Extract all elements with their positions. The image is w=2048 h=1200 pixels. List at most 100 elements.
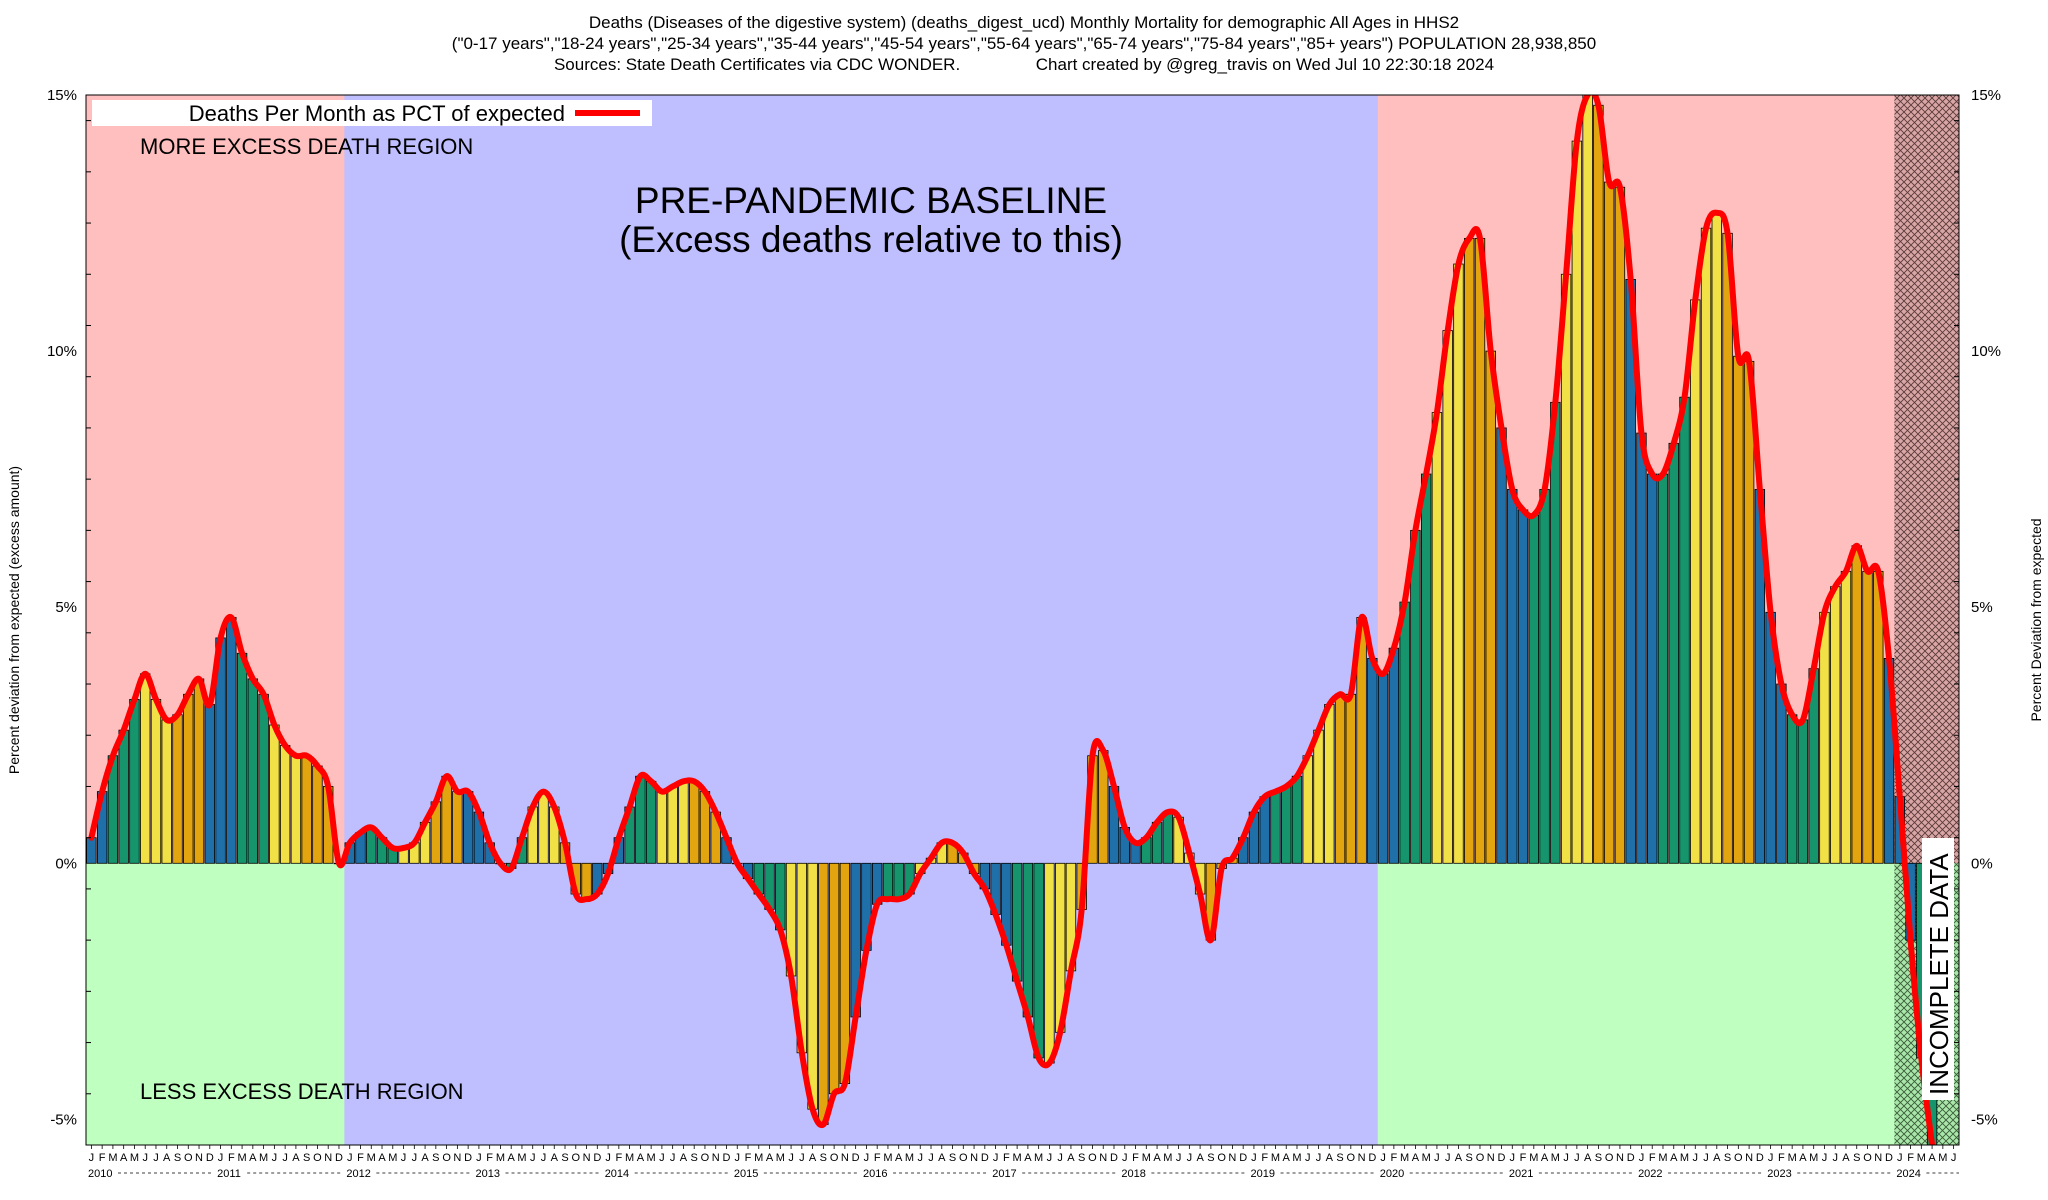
y-tick-label-right: -5%: [1971, 1111, 1998, 1128]
x-month-label: A: [895, 1152, 903, 1164]
x-month-label: M: [625, 1152, 634, 1164]
x-month-label: M: [1422, 1152, 1431, 1164]
x-month-label: F: [1778, 1152, 1785, 1164]
x-month-label: J: [1251, 1152, 1257, 1164]
x-month-label: F: [1261, 1152, 1268, 1164]
x-year-label: 2013: [476, 1168, 500, 1180]
x-month-label: M: [1680, 1152, 1689, 1164]
x-month-label: J: [1703, 1152, 1709, 1164]
x-month-label: N: [1616, 1152, 1624, 1164]
x-month-label: M: [1163, 1152, 1172, 1164]
chart-header: Deaths (Diseases of the digestive system…: [0, 12, 2048, 75]
x-year-label: 2018: [1121, 1168, 1145, 1180]
x-month-label: N: [712, 1152, 720, 1164]
x-month-label: M: [108, 1152, 117, 1164]
x-month-label: S: [1078, 1152, 1085, 1164]
x-month-label: A: [1196, 1152, 1204, 1164]
bar-2022-2: [1647, 473, 1658, 864]
bar-2023-7: [1830, 586, 1841, 864]
x-month-label: A: [508, 1152, 516, 1164]
x-month-label: S: [691, 1152, 698, 1164]
bar-2021-4: [1539, 488, 1550, 864]
x-month-label: D: [723, 1152, 731, 1164]
x-month-label: N: [195, 1152, 203, 1164]
x-month-label: F: [1003, 1152, 1010, 1164]
x-month-label: F: [486, 1152, 493, 1164]
bar-2022-8: [1711, 212, 1722, 864]
bar-2011-6: [269, 724, 280, 864]
x-month-label: F: [615, 1152, 622, 1164]
x-year-label: 2011: [217, 1168, 241, 1180]
bar-2020-9: [1464, 238, 1475, 864]
x-year-label: 2021: [1509, 1168, 1533, 1180]
x-month-label: J: [218, 1152, 224, 1164]
x-month-label: F: [1520, 1152, 1527, 1164]
bar-2019-6: [1302, 755, 1313, 864]
x-month-label: J: [272, 1152, 278, 1164]
x-month-label: D: [1498, 1152, 1506, 1164]
x-month-label: M: [1034, 1152, 1043, 1164]
x-month-label: N: [453, 1152, 461, 1164]
bar-2021-6: [1560, 273, 1572, 864]
bar-2019-2: [1259, 796, 1270, 864]
x-month-label: J: [1822, 1152, 1828, 1164]
bar-2023-3: [1786, 714, 1798, 864]
bar-2010-10: [183, 693, 194, 864]
bar-2023-8: [1840, 570, 1852, 864]
bar-2011-2: [226, 617, 237, 864]
x-month-label: F: [1132, 1152, 1139, 1164]
x-month-label: J: [917, 1152, 923, 1164]
x-month-label: N: [970, 1152, 978, 1164]
bar-2020-5: [1420, 473, 1432, 864]
x-month-label: J: [153, 1152, 159, 1164]
x-month-label: M: [1788, 1152, 1797, 1164]
x-month-label: O: [571, 1152, 580, 1164]
x-year-label: 2016: [863, 1168, 887, 1180]
x-month-label: A: [292, 1152, 300, 1164]
bar-2021-2: [1517, 509, 1529, 864]
bar-2015-8: [807, 862, 818, 1110]
y-axis-label-left: Percent deviation from expected (excess …: [6, 466, 22, 774]
bar-2011-10: [312, 765, 323, 864]
x-month-label: A: [163, 1152, 171, 1164]
bar-2021-3: [1528, 514, 1539, 864]
x-year-label: 2024: [1896, 1168, 1920, 1180]
x-month-label: F: [1391, 1152, 1398, 1164]
x-month-label: S: [1853, 1152, 1860, 1164]
x-month-label: A: [1024, 1152, 1032, 1164]
bar-2017-5: [1033, 862, 1044, 1059]
bar-2011-8: [290, 755, 302, 864]
bar-2014-9: [689, 780, 700, 864]
x-month-label: O: [442, 1152, 451, 1164]
bar-2011-5: [258, 693, 269, 864]
x-month-label: O: [701, 1152, 710, 1164]
bar-2023-2: [1776, 683, 1787, 864]
x-month-label: J: [1434, 1152, 1440, 1164]
x-month-label: A: [1713, 1152, 1721, 1164]
y-tick-label-left: 0%: [55, 855, 77, 872]
y-tick-label-left: 10%: [47, 343, 77, 360]
chart-title: Deaths (Diseases of the digestive system…: [588, 13, 1460, 32]
x-month-label: O: [313, 1152, 322, 1164]
x-month-label: N: [1874, 1152, 1882, 1164]
x-month-label: A: [1412, 1152, 1420, 1164]
x-month-label: M: [1809, 1152, 1818, 1164]
x-month-label: D: [593, 1152, 601, 1164]
x-month-label: M: [1917, 1152, 1926, 1164]
x-month-label: J: [412, 1152, 418, 1164]
x-month-label: J: [670, 1152, 676, 1164]
x-month-label: J: [659, 1152, 665, 1164]
x-month-label: F: [99, 1152, 106, 1164]
x-month-label: A: [378, 1152, 386, 1164]
x-month-label: M: [883, 1152, 892, 1164]
x-month-label: S: [1336, 1152, 1343, 1164]
bar-2022-5: [1679, 396, 1690, 864]
x-month-label: J: [928, 1152, 934, 1164]
x-month-label: J: [476, 1152, 482, 1164]
x-month-label: J: [1951, 1152, 1957, 1164]
bar-2020-11: [1485, 350, 1496, 864]
x-month-label: M: [517, 1152, 526, 1164]
bar-2010-9: [172, 714, 183, 864]
x-month-label: J: [788, 1152, 794, 1164]
